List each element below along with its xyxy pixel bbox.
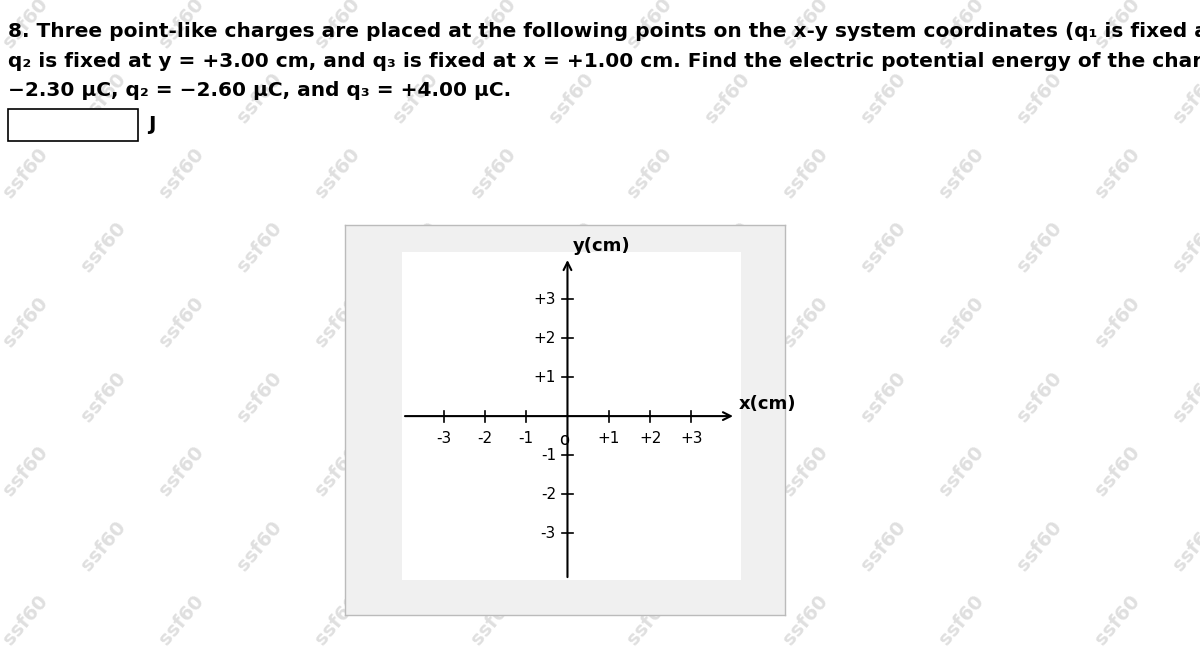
Text: ssf60: ssf60 [1014,219,1066,276]
Text: 8. Three point-like charges are placed at the following points on the x-y system: 8. Three point-like charges are placed a… [8,22,1200,41]
Text: ssf60: ssf60 [78,368,130,425]
Text: ssf60: ssf60 [312,144,364,201]
Text: ssf60: ssf60 [936,443,988,500]
Text: ssf60: ssf60 [1092,293,1144,350]
Text: ssf60: ssf60 [0,592,52,649]
Text: ssf60: ssf60 [780,592,832,649]
Text: ssf60: ssf60 [1092,144,1144,201]
Text: ssf60: ssf60 [1170,517,1200,574]
Text: ssf60: ssf60 [624,592,676,649]
Text: ssf60: ssf60 [156,293,208,350]
Text: ssf60: ssf60 [0,293,52,350]
Text: ssf60: ssf60 [0,144,52,201]
Text: -2: -2 [478,431,492,446]
Text: ssf60: ssf60 [234,517,286,574]
Text: -3: -3 [436,431,451,446]
Text: ssf60: ssf60 [624,144,676,201]
Text: +1: +1 [534,369,556,385]
Text: ssf60: ssf60 [78,517,130,574]
Text: ssf60: ssf60 [1014,69,1066,127]
Text: ssf60: ssf60 [390,69,442,127]
Text: ssf60: ssf60 [468,293,520,350]
Text: ssf60: ssf60 [702,69,754,127]
Text: ssf60: ssf60 [624,293,676,350]
Text: ssf60: ssf60 [546,368,598,425]
Text: +3: +3 [533,291,556,306]
Text: ssf60: ssf60 [234,219,286,276]
Text: ssf60: ssf60 [468,0,520,52]
Text: q₂ is fixed at y = +3.00 cm, and q₃ is fixed at x = +1.00 cm. Find the electric : q₂ is fixed at y = +3.00 cm, and q₃ is f… [8,52,1200,71]
Text: ssf60: ssf60 [0,443,52,500]
Text: ssf60: ssf60 [936,592,988,649]
Text: ssf60: ssf60 [234,368,286,425]
Text: -1: -1 [541,448,556,463]
Text: ssf60: ssf60 [780,293,832,350]
Text: ssf60: ssf60 [936,144,988,201]
Text: ssf60: ssf60 [624,443,676,500]
Text: ssf60: ssf60 [312,0,364,52]
Text: ssf60: ssf60 [1092,0,1144,52]
Text: ssf60: ssf60 [390,517,442,574]
Text: o: o [559,431,569,449]
Text: ssf60: ssf60 [156,443,208,500]
Text: −2.30 μC, q₂ = −2.60 μC, and q₃ = +4.00 μC.: −2.30 μC, q₂ = −2.60 μC, and q₃ = +4.00 … [8,82,511,101]
Text: ssf60: ssf60 [390,219,442,276]
Text: ssf60: ssf60 [312,293,364,350]
Text: ssf60: ssf60 [702,368,754,425]
Text: ssf60: ssf60 [156,592,208,649]
Text: x(cm): x(cm) [739,395,797,413]
Text: ssf60: ssf60 [780,443,832,500]
Text: ssf60: ssf60 [702,219,754,276]
Text: ssf60: ssf60 [468,144,520,201]
Text: ssf60: ssf60 [1014,517,1066,574]
Text: -2: -2 [541,487,556,502]
Text: -1: -1 [518,431,534,446]
Text: ssf60: ssf60 [546,517,598,574]
Text: +2: +2 [534,330,556,346]
Text: +1: +1 [598,431,620,446]
Text: -3: -3 [541,526,556,541]
Text: +2: +2 [638,431,661,446]
Text: ssf60: ssf60 [1014,368,1066,425]
Text: ssf60: ssf60 [546,69,598,127]
Text: ssf60: ssf60 [1170,219,1200,276]
Text: ssf60: ssf60 [624,0,676,52]
Text: ssf60: ssf60 [936,0,988,52]
Text: ssf60: ssf60 [1092,592,1144,649]
Text: ssf60: ssf60 [858,219,910,276]
Text: ssf60: ssf60 [468,592,520,649]
Text: ssf60: ssf60 [1170,69,1200,127]
Text: ssf60: ssf60 [1092,443,1144,500]
FancyBboxPatch shape [8,109,138,141]
Text: ssf60: ssf60 [780,144,832,201]
Text: ssf60: ssf60 [234,69,286,127]
Text: ssf60: ssf60 [858,69,910,127]
Text: ssf60: ssf60 [0,0,52,52]
Text: ssf60: ssf60 [312,443,364,500]
Text: ssf60: ssf60 [858,368,910,425]
Text: ssf60: ssf60 [78,219,130,276]
Text: ssf60: ssf60 [156,144,208,201]
Text: ssf60: ssf60 [546,219,598,276]
Text: ssf60: ssf60 [780,0,832,52]
Text: y(cm): y(cm) [572,238,630,255]
Text: ssf60: ssf60 [702,517,754,574]
Text: ssf60: ssf60 [156,0,208,52]
Text: ssf60: ssf60 [858,517,910,574]
Text: ssf60: ssf60 [312,592,364,649]
Text: ssf60: ssf60 [468,443,520,500]
Text: ssf60: ssf60 [78,69,130,127]
Text: ssf60: ssf60 [936,293,988,350]
Text: J: J [148,116,156,134]
Text: ssf60: ssf60 [390,368,442,425]
Text: ssf60: ssf60 [1170,368,1200,425]
Text: +3: +3 [680,431,703,446]
